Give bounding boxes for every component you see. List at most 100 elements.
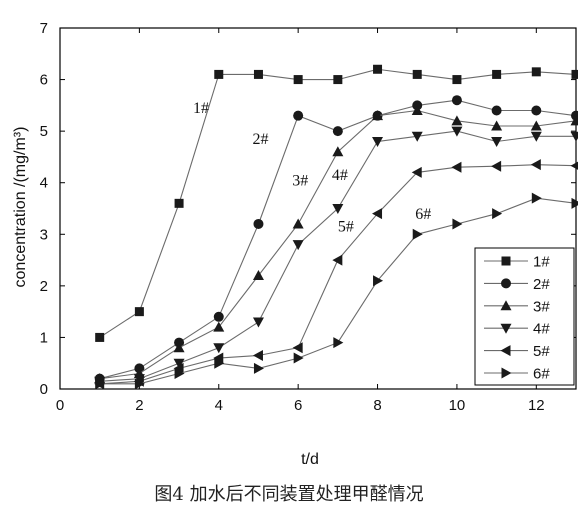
legend-label: 6#	[533, 366, 550, 383]
series-1	[95, 64, 578, 342]
x-tick-label: 12	[528, 397, 545, 414]
y-tick-label: 2	[40, 278, 48, 295]
x-tick-label: 8	[373, 397, 381, 414]
data-point	[253, 362, 264, 374]
data-point	[332, 254, 343, 266]
data-point	[570, 161, 578, 170]
figure-caption: 图4 加水后不同装置处理甲醛情况	[154, 484, 424, 505]
data-point	[134, 307, 144, 317]
data-point	[570, 131, 578, 142]
data-point	[213, 311, 224, 322]
series-5	[94, 159, 578, 390]
data-point	[452, 218, 463, 230]
legend-label: 5#	[533, 343, 550, 360]
data-point	[531, 67, 541, 77]
data-point	[332, 126, 343, 137]
y-tick-label: 3	[40, 226, 48, 243]
legend-entry: 6#	[484, 366, 550, 383]
data-point	[531, 192, 542, 204]
legend-marker	[500, 300, 512, 311]
data-point	[293, 75, 303, 85]
data-point	[134, 378, 145, 390]
legend-entry: 2#	[484, 276, 550, 293]
legend-marker	[501, 367, 512, 379]
data-point	[411, 131, 423, 142]
data-point	[95, 378, 106, 390]
data-point	[333, 337, 344, 349]
data-point	[293, 110, 304, 121]
y-tick-label: 1	[40, 329, 48, 346]
legend-label: 3#	[533, 298, 550, 315]
series-6	[95, 192, 578, 390]
data-point	[372, 136, 384, 147]
data-point	[292, 218, 304, 229]
data-point	[292, 342, 303, 354]
data-point	[95, 332, 105, 342]
data-point	[174, 198, 184, 208]
legend-label: 4#	[533, 321, 550, 338]
data-point	[412, 69, 422, 79]
legend-box	[474, 247, 575, 386]
data-point	[412, 228, 423, 240]
legend-label: 1#	[533, 254, 550, 271]
data-point	[332, 204, 344, 214]
data-point	[253, 69, 263, 79]
y-tick-label: 7	[40, 20, 48, 37]
y-tick-label: 0	[40, 381, 48, 398]
data-point	[451, 161, 462, 173]
legend-marker	[501, 278, 511, 289]
legend-marker	[501, 256, 511, 266]
data-point	[491, 105, 502, 116]
data-point	[292, 240, 304, 251]
legend: 1# 2# 3# 4# 5# 6#	[474, 247, 575, 386]
data-point	[530, 131, 542, 142]
data-point	[173, 362, 184, 374]
data-point	[411, 166, 422, 178]
data-point	[173, 342, 185, 353]
series-annotation: 1#	[193, 100, 209, 117]
data-point	[253, 218, 264, 229]
data-point	[214, 69, 224, 79]
data-point	[452, 75, 462, 85]
series-annotation: 2#	[253, 131, 269, 148]
data-point	[213, 352, 224, 364]
series-annotation: 4#	[332, 167, 348, 184]
legend-entry: 4#	[484, 321, 550, 338]
data-point	[530, 159, 541, 171]
legend-marker	[500, 323, 512, 334]
x-axis-title: t/d	[301, 451, 319, 468]
data-point	[570, 115, 578, 126]
data-point	[252, 349, 263, 361]
x-tick-label: 2	[135, 397, 143, 414]
x-tick-label: 6	[294, 397, 302, 414]
data-point	[332, 146, 344, 157]
legend-entry: 5#	[484, 343, 550, 360]
data-point	[491, 136, 503, 147]
data-point	[411, 105, 423, 116]
y-tick-label: 6	[40, 72, 48, 89]
data-point	[451, 115, 463, 126]
data-point	[252, 270, 264, 281]
data-point	[530, 120, 542, 131]
data-point	[531, 105, 542, 116]
data-point	[492, 208, 503, 220]
legend-entry: 1#	[484, 254, 550, 271]
data-point	[372, 110, 384, 121]
x-tick-label: 10	[449, 397, 466, 414]
data-point	[214, 357, 225, 369]
data-point	[174, 368, 185, 380]
x-tick-label: 0	[56, 397, 64, 414]
data-point	[491, 120, 503, 131]
legend-label: 2#	[533, 276, 550, 293]
data-point	[492, 69, 502, 79]
y-tick-label: 5	[40, 123, 48, 140]
series-4	[94, 126, 578, 387]
plot-frame	[59, 27, 577, 390]
legend-entry: 3#	[484, 298, 550, 315]
data-point	[293, 352, 304, 364]
series-annotation: 3#	[292, 172, 308, 189]
data-point	[491, 160, 502, 172]
data-point	[571, 197, 578, 209]
data-point	[571, 69, 578, 79]
